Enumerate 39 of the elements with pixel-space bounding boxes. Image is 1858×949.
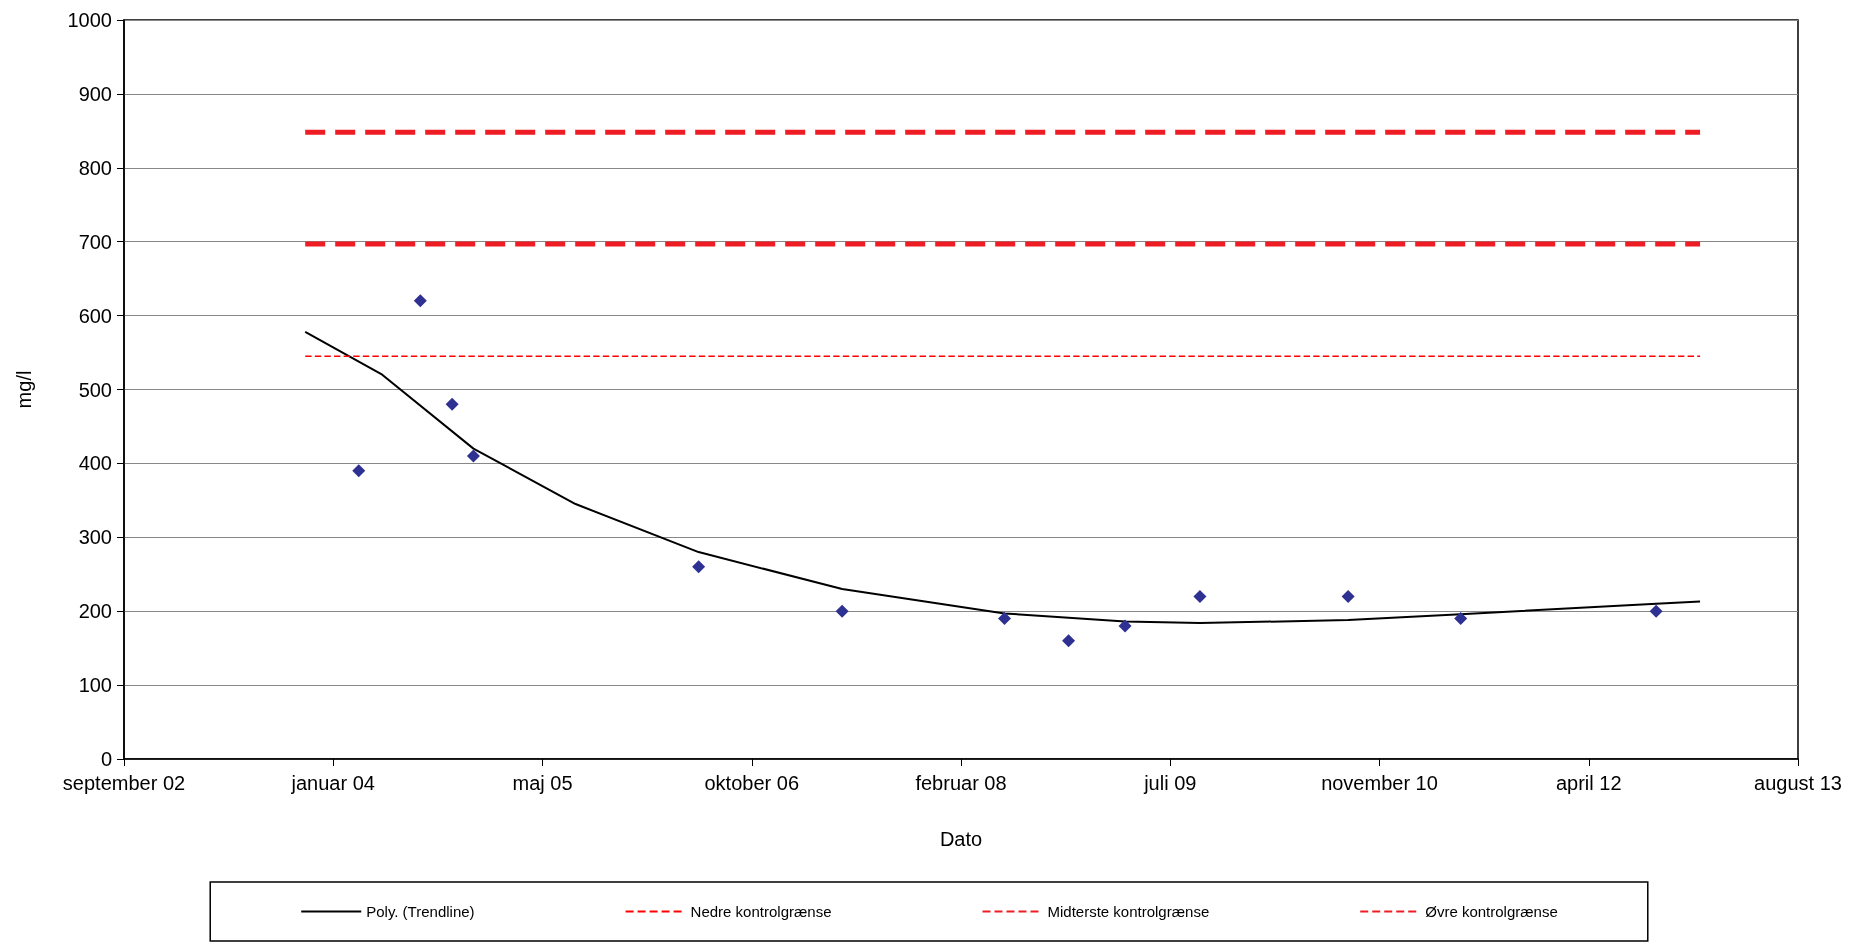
y-tick-label: 200 [78, 600, 112, 623]
point [445, 397, 459, 411]
y-axis-title: mg/l [13, 370, 35, 409]
y-tick-label: 800 [78, 156, 112, 179]
point [1193, 589, 1207, 603]
x-tick-label: februar 08 [915, 772, 1007, 794]
y-tick-label: 900 [78, 82, 112, 105]
point [835, 604, 849, 618]
legend-label: Øvre kontrolgrænse [1425, 903, 1558, 920]
y-tick-label: 400 [78, 452, 112, 475]
y-tick-label: 300 [78, 526, 112, 549]
point [692, 560, 706, 574]
x-tick-label: april 12 [1555, 772, 1622, 794]
legend-label: Nedre kontrolgrænse [690, 903, 832, 920]
point [413, 294, 427, 308]
y-tick-label: 1000 [67, 9, 112, 31]
point [1454, 612, 1468, 626]
y-tick-label: 600 [78, 304, 112, 327]
y-tick-label: 500 [78, 378, 112, 401]
point [466, 449, 480, 463]
legend-label: Midterste kontrolgrænse [1047, 903, 1210, 920]
x-tick-label: maj 05 [512, 772, 573, 794]
y-tick-label: 100 [78, 674, 112, 697]
point [1118, 619, 1132, 633]
y-tick-label: 0 [100, 748, 112, 770]
point [352, 464, 366, 478]
x-axis-title: Dato [939, 828, 983, 850]
point [1649, 604, 1663, 618]
point [1062, 634, 1076, 648]
x-tick-label: juli 09 [1143, 772, 1197, 794]
x-tick-label: september 02 [62, 772, 186, 794]
x-tick-label: januar 04 [290, 772, 375, 794]
x-tick-label: november 10 [1321, 772, 1438, 794]
point [1341, 589, 1355, 603]
x-tick-label: oktober 06 [704, 772, 800, 794]
point [998, 612, 1012, 626]
legend-label: Poly. (Trendline) [366, 903, 475, 920]
x-tick-label: august 13 [1754, 772, 1842, 794]
y-tick-label: 700 [78, 230, 112, 253]
